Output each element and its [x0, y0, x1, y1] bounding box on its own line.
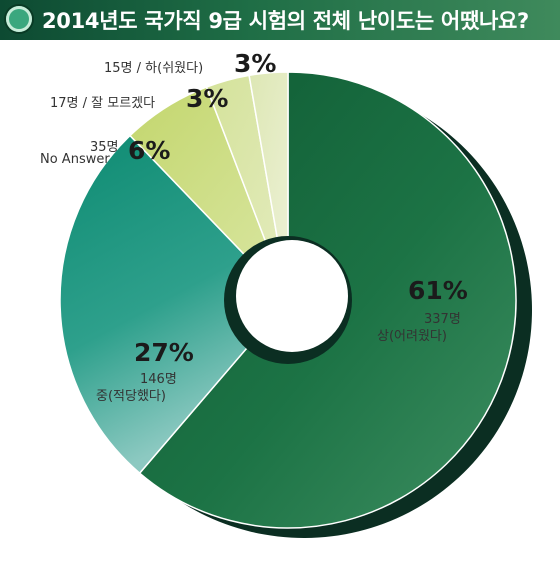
donut-hole [236, 240, 348, 352]
slice-easy-count-value: 15명 [104, 61, 133, 76]
slice-hard-label: 상(어려웠다) [377, 329, 447, 344]
slice-unknown-label: 잘 모르겠다 [91, 96, 156, 111]
slice-noanswer-percent: 6% [128, 136, 171, 165]
title-bar: 2014년도 국가직 9급 시험의 전체 난이도는 어땠나요? [0, 0, 560, 40]
slice-hard-count: 337명 [424, 312, 461, 327]
slice-unknown-count-value: 17명 [50, 96, 79, 111]
slice-noanswer-count: 35명 [90, 140, 119, 155]
slice-medium-count: 146명 [140, 372, 177, 387]
title-circle-icon [6, 6, 32, 32]
slice-unknown-count: 17명 / 잘 모르겠다 [50, 96, 156, 111]
slice-hard-percent: 61% [408, 276, 468, 305]
slice-medium-percent: 27% [134, 338, 194, 367]
slice-easy-count: 15명 / 하(쉬웠다) [104, 61, 204, 76]
slice-noanswer-label: No Answer [40, 152, 110, 167]
chart-title: 2014년도 국가직 9급 시험의 전체 난이도는 어땠나요? [42, 9, 529, 33]
slice-unknown-percent: 3% [186, 84, 229, 113]
slice-easy-percent: 3% [234, 49, 277, 78]
slice-easy-label: 하(쉬웠다) [145, 61, 204, 76]
slice-medium-label: 중(적당했다) [96, 389, 166, 404]
